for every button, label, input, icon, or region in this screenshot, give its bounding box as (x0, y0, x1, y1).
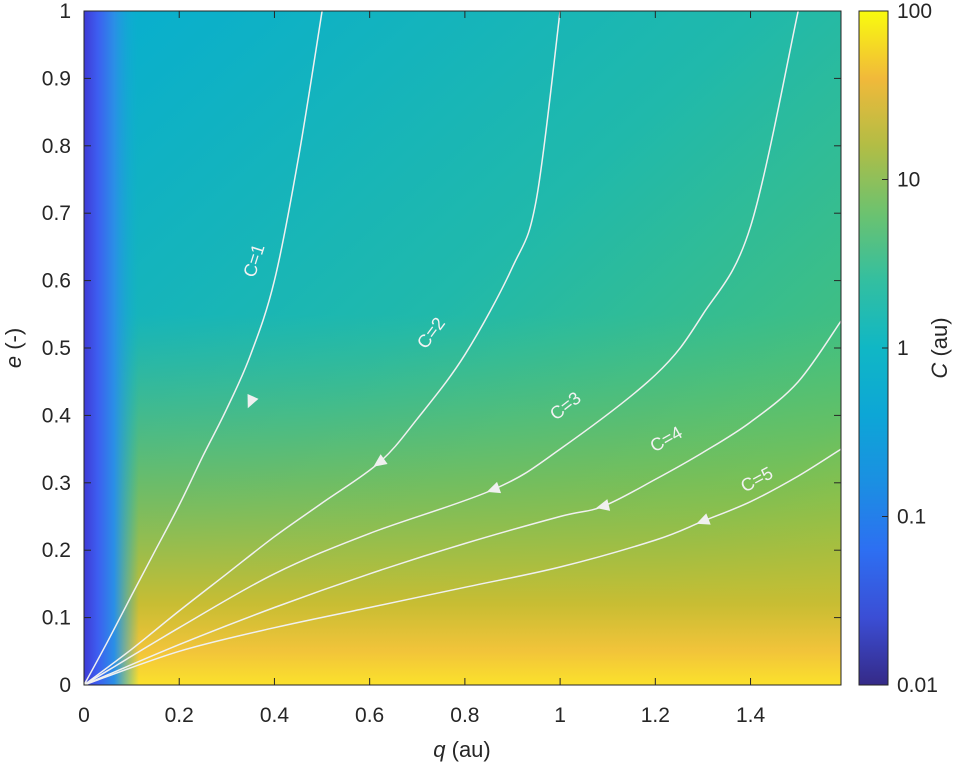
x-axis-label: q (au) (433, 737, 491, 762)
heatmap-field (84, 11, 841, 685)
x-tick-label: 0.4 (260, 704, 290, 727)
y-tick-label: 0.4 (42, 404, 72, 427)
x-tick-label: 0.2 (165, 704, 194, 727)
y-tick-label: 0 (59, 674, 71, 697)
x-tick-label: 0.8 (450, 704, 479, 727)
contour-line-3 (84, 11, 799, 685)
colorbar-tick-label: 0.01 (897, 674, 938, 697)
y-tick-label: 1 (59, 0, 71, 23)
y-tick-label: 0.3 (42, 472, 71, 495)
y-tick-label: 0.6 (42, 270, 71, 293)
y-tick-label: 0.9 (42, 67, 71, 90)
y-tick-label: 0.2 (42, 539, 71, 562)
colorbar-ticks: 0.01 0.1 1 10 100 (882, 0, 938, 697)
y-axis-ticks: 0 0.1 0.2 0.3 0.4 0.5 0.6 0.7 0.8 0.9 1 (42, 0, 841, 697)
contour-arrow-4 (596, 499, 611, 511)
flow-arrows (247, 393, 711, 525)
x-tick-label: 1.2 (641, 704, 670, 727)
y-tick-label: 0.8 (42, 135, 71, 158)
x-tick-label: 0.6 (355, 704, 384, 727)
colorbar-tick-label: 1 (897, 337, 909, 360)
colorbar-tick-label: 10 (897, 169, 920, 192)
colorbar: 0.01 0.1 1 10 100 C (au) (858, 0, 952, 697)
y-tick-label: 0.1 (42, 607, 71, 630)
contour-arrow-3 (486, 481, 502, 494)
colorbar-tick-label: 100 (897, 0, 932, 23)
x-tick-label: 1.4 (736, 704, 766, 727)
x-tick-label: 1 (554, 704, 566, 727)
contour-line-1 (84, 11, 323, 685)
y-axis-label: e (-) (1, 328, 26, 368)
contour-line-4 (84, 320, 841, 685)
contour-arrow-5 (696, 513, 711, 525)
colorbar-label: C (au) (927, 317, 952, 378)
contour-arrow-1 (247, 393, 259, 409)
x-tick-label: 0 (78, 704, 90, 727)
contour-arrow-2 (373, 454, 388, 467)
colorbar-tick-label: 0.1 (897, 506, 926, 529)
contour-line-5 (84, 448, 841, 685)
y-tick-label: 0.5 (42, 337, 71, 360)
y-tick-label: 0.7 (42, 202, 71, 225)
x-axis-ticks: 0 0.2 0.4 0.6 0.8 1 1.2 1.4 (78, 11, 765, 727)
